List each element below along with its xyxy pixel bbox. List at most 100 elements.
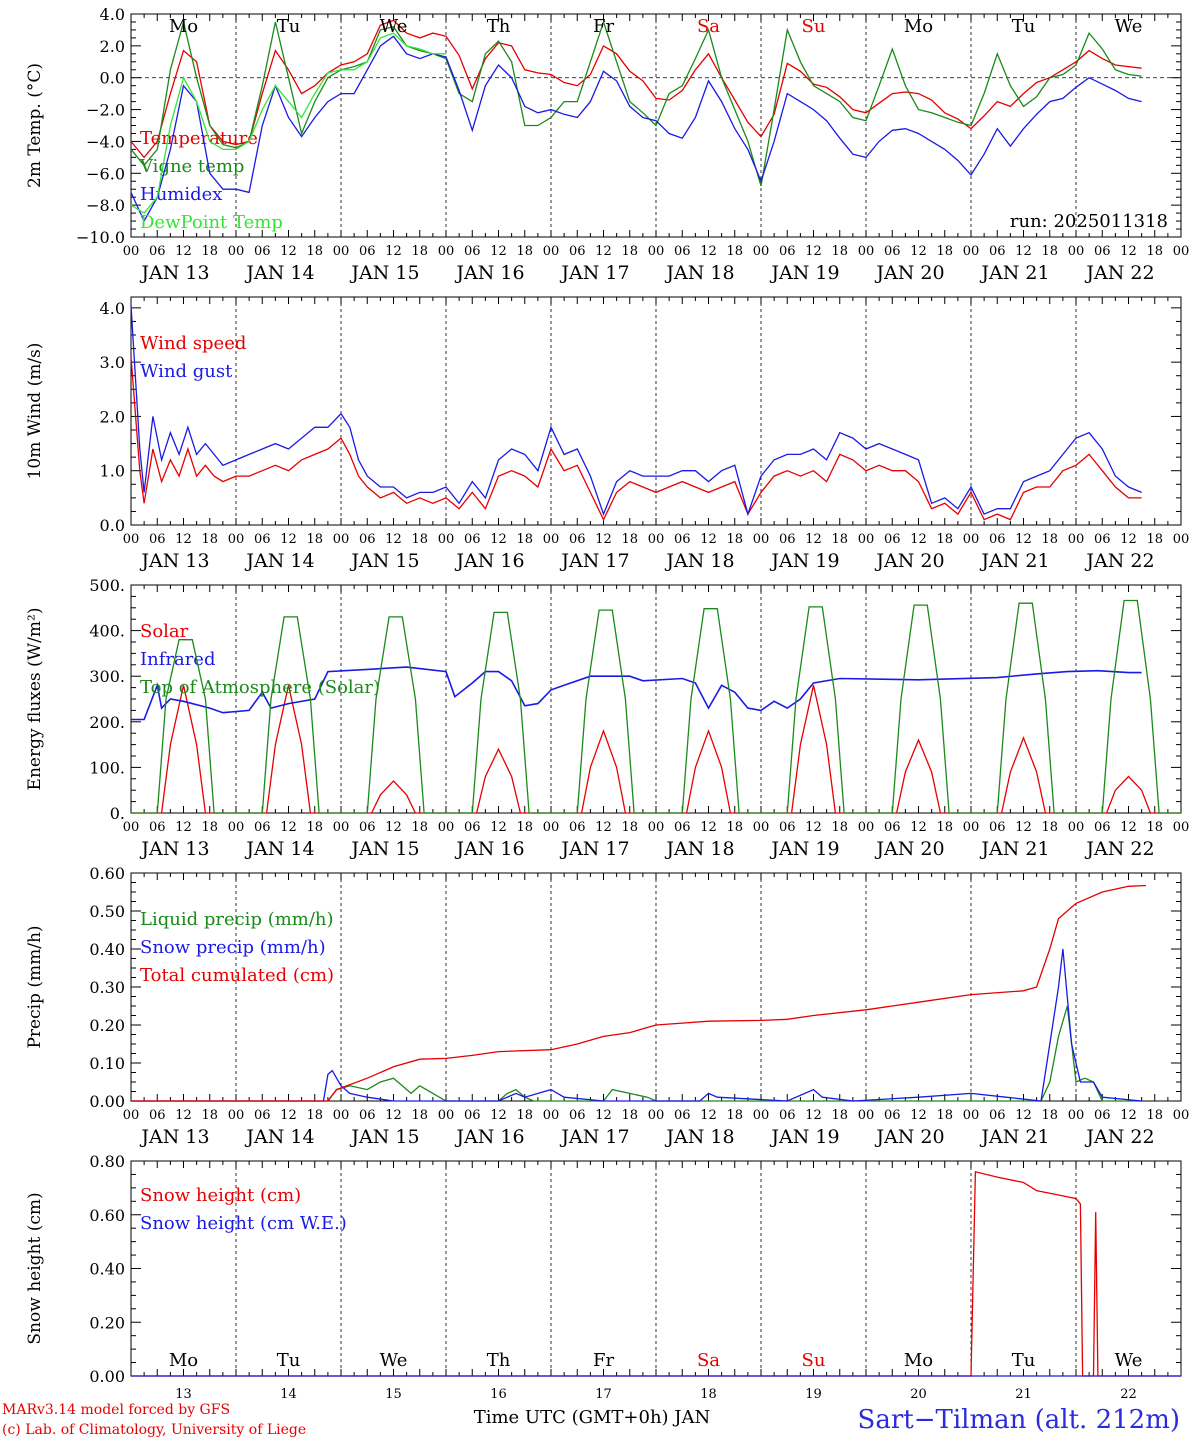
hour-tick-label: 18	[306, 1108, 323, 1123]
series-line-green	[131, 599, 1181, 814]
day-label: JAN 22	[1084, 838, 1154, 860]
hour-tick-label: 18	[1146, 244, 1163, 259]
day-label: JAN 20	[874, 838, 944, 860]
hour-tick-label: 00	[1173, 1108, 1190, 1123]
y-tick-label: 3.0	[100, 353, 125, 372]
day-label: JAN 21	[979, 262, 1049, 284]
hour-tick-label: 00	[753, 532, 770, 547]
hour-tick-label: 12	[490, 820, 507, 835]
legend-entry: Vigne temp	[139, 156, 244, 177]
legend-entry: Snow height (cm W.E.)	[140, 1213, 347, 1234]
hour-tick-label: 00	[753, 244, 770, 259]
hour-tick-label: 12	[490, 1108, 507, 1123]
hour-tick-label: 12	[1120, 1108, 1137, 1123]
legend-entry: Humidex	[140, 184, 222, 205]
hour-tick-label: 00	[333, 244, 350, 259]
y-tick-label: 4.0	[100, 5, 125, 24]
hour-tick-label: 06	[569, 532, 586, 547]
hour-tick-label: 06	[779, 820, 796, 835]
series-line-blue	[131, 948, 1142, 1102]
run-label: run: 2025011318	[1010, 211, 1168, 232]
hour-tick-label: 00	[1173, 820, 1190, 835]
hour-tick-label: 06	[149, 532, 166, 547]
legend-entry: DewPoint Temp	[140, 212, 283, 233]
hour-tick-label: 18	[306, 244, 323, 259]
hour-tick-label: 12	[910, 532, 927, 547]
hour-tick-label: 12	[175, 244, 192, 259]
hour-tick-label: 12	[595, 1108, 612, 1123]
day-label: JAN 14	[244, 262, 314, 284]
weekday-label: We	[1115, 16, 1143, 37]
weekday-label: Mo	[169, 1350, 198, 1371]
hour-tick-label: 00	[1068, 532, 1085, 547]
hour-tick-label: 18	[201, 244, 218, 259]
hour-tick-label: 18	[1146, 1108, 1163, 1123]
day-number-label: 16	[490, 1387, 507, 1402]
hour-tick-label: 18	[1146, 532, 1163, 547]
day-label: JAN 13	[139, 262, 209, 284]
hour-tick-label: 18	[831, 820, 848, 835]
panel-temp: 4.0 2.0 0.0 −2.0 −4.0 −6.0 −8.0 −10.0 2m Temp. (…	[25, 5, 1189, 284]
hour-tick-label: 06	[674, 1108, 691, 1123]
hour-tick-label: 18	[621, 244, 638, 259]
hour-tick-label: 06	[1094, 532, 1111, 547]
hour-tick-label: 18	[411, 244, 428, 259]
y-axis-label: Snow height (cm)	[25, 1192, 45, 1344]
hour-tick-label: 00	[123, 1108, 140, 1123]
hour-tick-label: 06	[569, 1108, 586, 1123]
y-tick-label: −4.0	[86, 132, 125, 151]
hour-tick-label: 00	[543, 1108, 560, 1123]
weekday-label: Fr	[593, 1350, 614, 1371]
y-tick-label: 0.10	[89, 1054, 125, 1073]
y-tick-label: 0.20	[89, 1016, 125, 1035]
y-tick-label: 2.0	[100, 407, 125, 426]
y-tick-label: 0.30	[89, 978, 125, 997]
hour-tick-label: 18	[831, 244, 848, 259]
day-label: JAN 13	[139, 1126, 209, 1148]
hour-tick-label: 12	[1015, 244, 1032, 259]
series-line-blue	[130, 35, 1142, 223]
hour-tick-label: 00	[963, 532, 980, 547]
day-label: JAN 14	[244, 838, 314, 860]
day-label: JAN 22	[1084, 1126, 1154, 1148]
day-number-label: 19	[805, 1387, 822, 1402]
hour-tick-label: 18	[1041, 244, 1058, 259]
hour-tick-label: 18	[1041, 532, 1058, 547]
legend-entry: Infrared	[140, 649, 215, 670]
hour-tick-label: 12	[595, 244, 612, 259]
hour-tick-label: 12	[175, 1108, 192, 1123]
day-label: JAN 16	[454, 1126, 524, 1148]
panel-snow: 0.80 0.60 0.40 0.20 0.00 Snow height (cm) Snow…	[25, 1152, 1182, 1402]
legend-entry: Snow height (cm)	[140, 1185, 301, 1206]
legend-entry: Liquid precip (mm/h)	[140, 909, 334, 930]
y-tick-label: 0.60	[89, 1206, 125, 1225]
y-tick-label: 500.	[89, 576, 125, 595]
hour-tick-label: 12	[490, 532, 507, 547]
day-label: JAN 16	[454, 838, 524, 860]
day-label: JAN 22	[1084, 262, 1154, 284]
hour-tick-label: 18	[306, 532, 323, 547]
weekday-label: Sa	[697, 1350, 720, 1371]
weekday-label: Su	[802, 16, 826, 37]
hour-tick-label: 06	[989, 532, 1006, 547]
y-axis-label: Precip (mm/h)	[25, 925, 45, 1048]
hour-tick-label: 06	[779, 532, 796, 547]
series-line-blue	[131, 666, 1142, 721]
hour-tick-label: 18	[201, 532, 218, 547]
day-label: JAN 19	[769, 838, 839, 860]
hour-tick-label: 06	[464, 1108, 481, 1123]
hour-tick-label: 00	[858, 532, 875, 547]
series-line-green	[130, 19, 1142, 187]
hour-tick-label: 18	[831, 1108, 848, 1123]
weekday-label: Th	[487, 16, 511, 37]
hour-tick-label: 18	[1041, 1108, 1058, 1123]
y-axis-label: 10m Wind (m/s)	[25, 343, 45, 480]
weekday-label: Sa	[697, 16, 720, 37]
hour-tick-label: 12	[910, 244, 927, 259]
hour-tick-label: 06	[254, 532, 271, 547]
y-tick-label: 0.0	[100, 69, 125, 88]
day-label: JAN 17	[559, 550, 629, 572]
hour-tick-label: 12	[1120, 244, 1137, 259]
series-line-blue	[130, 305, 1142, 517]
hour-tick-label: 06	[779, 1108, 796, 1123]
